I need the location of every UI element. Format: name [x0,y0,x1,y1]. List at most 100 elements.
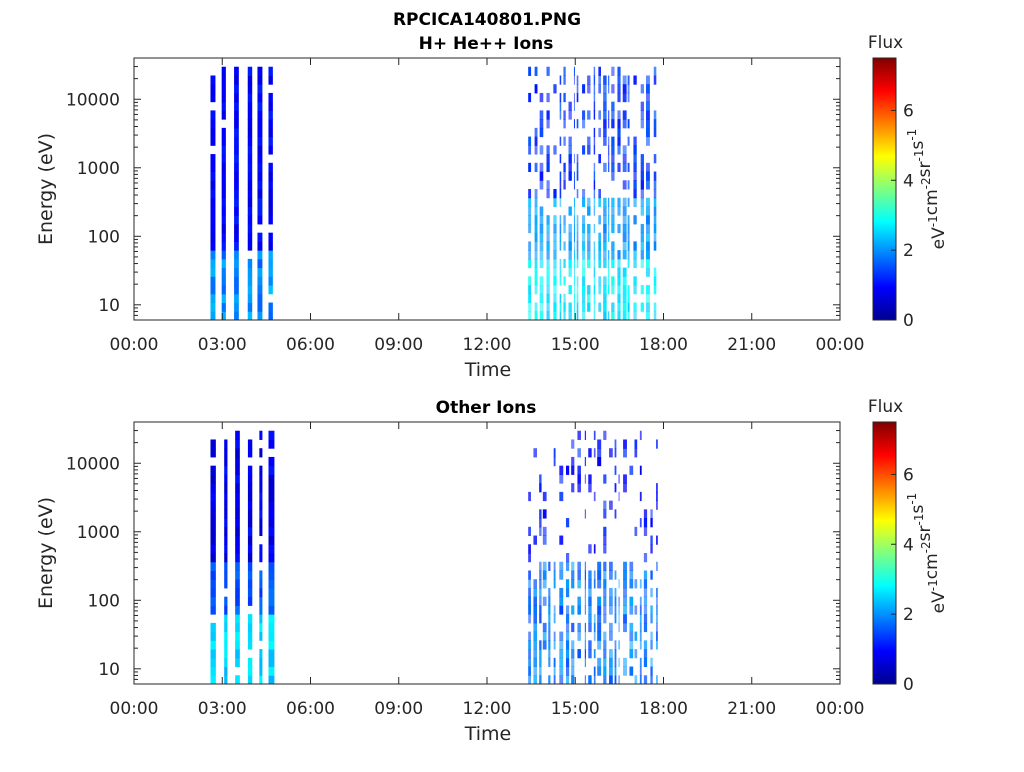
heatmap-cell [623,570,627,580]
heatmap-cell [247,223,253,234]
heatmap-cell [640,101,644,111]
heatmap-cell [234,311,239,320]
heatmap-cell [534,250,538,260]
heatmap-cell [539,561,542,571]
colorbar [872,57,897,321]
heatmap-cell [611,206,615,216]
heatmap-cell [210,119,216,129]
heatmap-cell [593,302,596,312]
heatmap-cell [611,110,615,120]
heatmap-cell [528,526,531,537]
heatmap-cell [650,666,653,676]
heatmap-cell [548,561,551,571]
heatmap-cell [643,587,648,598]
heatmap-cell [582,145,586,155]
heatmap-cell [268,640,275,650]
heatmap-cell [257,250,263,260]
heatmap-cell [247,162,253,173]
heatmap-cell [639,465,642,475]
heatmap-cell [611,145,615,155]
heatmap-cell [588,622,592,633]
heatmap-cell [584,622,587,633]
heatmap-cell [533,631,537,641]
heatmap-cell [221,154,226,164]
heatmap-cell [653,223,657,234]
y-tick-label: 100 [88,227,120,247]
heatmap-cell [224,649,228,659]
heatmap-cell [210,180,216,190]
heatmap-cell [257,66,263,76]
heatmap-cell [623,657,627,668]
heatmap-cell [587,258,591,269]
heatmap-cell [559,649,564,659]
heatmap-cell [534,206,538,216]
heatmap-cell [534,215,538,225]
heatmap-cell [633,189,637,199]
heatmap-cell [210,631,216,641]
heatmap-cell [643,675,648,684]
colorbar-title: Flux [868,33,903,53]
heatmap-cell [210,84,216,94]
heatmap-cell [534,223,538,234]
heatmap-cell [614,509,617,519]
y-tick-label: 1000 [77,159,120,179]
heatmap-cell [268,465,275,475]
heatmap-cell [559,189,562,199]
heatmap-cell [259,605,263,615]
heatmap-cell [571,605,575,615]
heatmap-cell [542,535,547,545]
heatmap-cell [609,448,613,458]
heatmap-cell [593,127,596,138]
x-tick-label: 09:00 [374,335,423,355]
heatmap-cell [609,561,613,571]
heatmap-cell [640,223,644,234]
heatmap-cell [268,215,273,225]
heatmap-cell [617,84,621,94]
heatmap-cell [576,258,579,269]
heatmap-cell [643,579,648,589]
heatmap-cell [650,570,653,580]
heatmap-cell [598,215,601,225]
heatmap-cell [617,285,621,295]
heatmap-cell [640,302,644,312]
heatmap-cell [603,311,607,320]
heatmap-cell [559,311,562,320]
heatmap-cell [533,448,537,458]
heatmap-cell [221,162,226,173]
heatmap-cell [257,285,263,295]
heatmap-cell [563,258,566,269]
heatmap-cell [646,311,650,320]
y-axis-label: Energy (eV) [35,497,57,609]
heatmap-cell [533,596,537,606]
heatmap-cell [646,250,650,260]
heatmap-cell [568,171,572,181]
heatmap-cell [622,276,627,286]
heatmap-cell [607,285,610,295]
heatmap-cell [528,649,531,659]
heatmap-cell [268,491,275,502]
heatmap-cell [546,276,550,286]
heatmap-cell [224,553,228,563]
heatmap-cell [210,285,216,295]
heatmap-cell [577,579,581,589]
heatmap-cell [639,430,642,440]
heatmap-cell [546,241,550,251]
heatmap-cell [539,614,542,624]
heatmap-cell [634,605,638,615]
heatmap-cell [268,267,273,277]
heatmap-cell [633,136,637,146]
heatmap-cell [617,311,621,320]
heatmap-cell [584,605,587,615]
heatmap-cell [235,526,240,537]
heatmap-cell [235,657,240,668]
heatmap-cell [598,75,601,85]
x-tick-label: 03:00 [198,699,247,719]
heatmap-cell [627,162,630,173]
heatmap-cell [573,293,575,304]
heatmap-cell [597,622,602,633]
heatmap-cell [257,92,263,103]
heatmap-cell [539,474,542,484]
heatmap-cell [539,180,544,190]
